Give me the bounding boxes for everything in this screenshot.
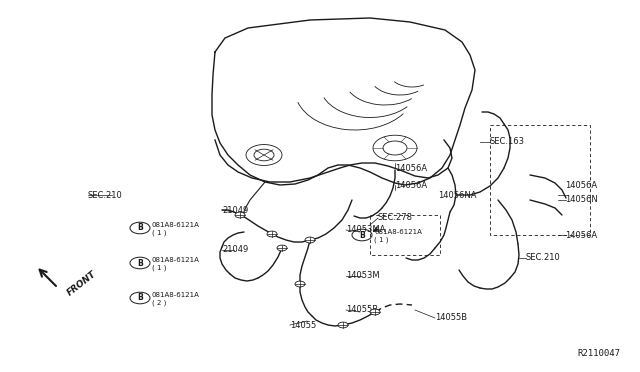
Text: SEC.210: SEC.210 <box>88 190 123 199</box>
Circle shape <box>277 245 287 251</box>
Text: B: B <box>359 231 365 240</box>
Text: 081A8-6121A: 081A8-6121A <box>152 257 200 263</box>
Text: R2110047: R2110047 <box>577 349 620 358</box>
Text: ( 2 ): ( 2 ) <box>152 300 166 306</box>
Circle shape <box>305 237 315 243</box>
Text: ( 1 ): ( 1 ) <box>152 265 166 271</box>
Text: 14056A: 14056A <box>565 231 597 240</box>
Circle shape <box>267 231 277 237</box>
Circle shape <box>235 212 245 218</box>
Text: 081A8-6121A: 081A8-6121A <box>152 222 200 228</box>
Circle shape <box>338 322 348 328</box>
Text: ( 1 ): ( 1 ) <box>152 230 166 236</box>
Text: 14053MA: 14053MA <box>346 225 385 234</box>
Circle shape <box>295 281 305 287</box>
Text: 14055B: 14055B <box>346 305 378 314</box>
Text: 14055: 14055 <box>290 321 316 330</box>
Text: 14056A: 14056A <box>395 164 427 173</box>
Text: B: B <box>137 259 143 267</box>
Text: SEC.210: SEC.210 <box>526 253 561 263</box>
Text: 081A8-6121A: 081A8-6121A <box>152 292 200 298</box>
Text: 14055B: 14055B <box>435 314 467 323</box>
Text: 081A8-6121A: 081A8-6121A <box>374 229 422 235</box>
Text: 14056N: 14056N <box>565 196 598 205</box>
Text: 14056NA: 14056NA <box>438 190 477 199</box>
Text: 14056A: 14056A <box>395 180 427 189</box>
Text: B: B <box>137 294 143 302</box>
Text: FRONT: FRONT <box>66 269 99 297</box>
Text: B: B <box>137 224 143 232</box>
Circle shape <box>370 309 380 315</box>
Text: SEC.278: SEC.278 <box>378 214 413 222</box>
Text: 21049: 21049 <box>222 246 248 254</box>
Text: SEC.163: SEC.163 <box>490 138 525 147</box>
Text: ( 1 ): ( 1 ) <box>374 237 388 243</box>
Text: 21049: 21049 <box>222 205 248 215</box>
Text: 14056A: 14056A <box>565 180 597 189</box>
Text: 14053M: 14053M <box>346 272 380 280</box>
